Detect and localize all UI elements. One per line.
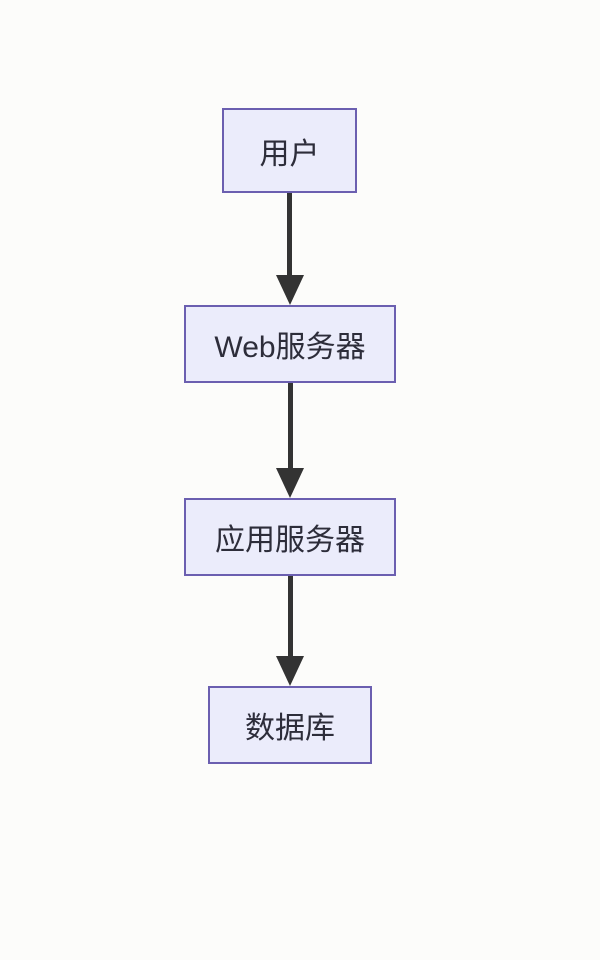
node-label-app: 应用服务器 (215, 515, 365, 559)
node-label-web: Web服务器 (214, 322, 365, 366)
arrow-line-app-database (288, 576, 293, 658)
node-app: 应用服务器 (184, 498, 396, 576)
architecture-flowchart: 用户 Web服务器应用服务器数据库 (0, 0, 600, 960)
node-label-user: 用户 (260, 129, 320, 173)
arrow-head-user-web (276, 275, 304, 305)
arrow-line-user-web (287, 193, 292, 277)
node-label-database: 数据库 (245, 703, 335, 747)
arrow-head-web-app (276, 468, 304, 498)
node-database: 数据库 (208, 686, 372, 764)
node-web: Web服务器 (184, 305, 396, 383)
arrow-line-web-app (288, 383, 293, 470)
arrow-head-app-database (276, 656, 304, 686)
node-user: 用户 (222, 108, 357, 193)
